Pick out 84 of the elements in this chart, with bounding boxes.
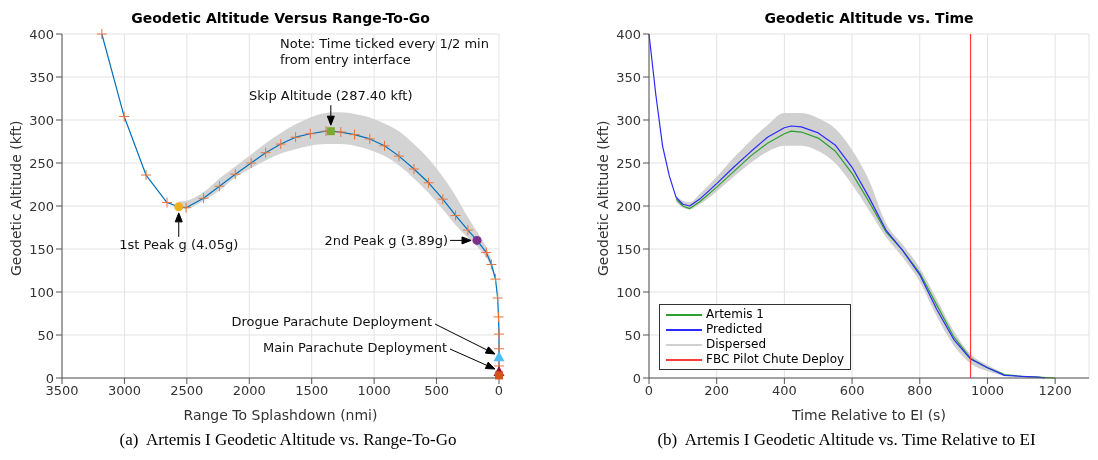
x-axis-title: Range To Splashdown (nmi) xyxy=(183,407,378,423)
point xyxy=(423,177,435,189)
x-axis-title: Time Relative to EI (s) xyxy=(791,407,946,423)
point xyxy=(290,131,302,143)
legend-label: Predicted xyxy=(706,322,763,337)
point xyxy=(490,273,501,285)
x-tick-label: 800 xyxy=(907,383,933,399)
x-tick-label: 2000 xyxy=(232,383,266,399)
point xyxy=(260,147,272,159)
point xyxy=(326,127,335,136)
point xyxy=(197,192,209,204)
y-tick-label: 200 xyxy=(29,198,54,214)
point xyxy=(96,28,108,40)
annotation: Main Parachute Deployment xyxy=(262,340,447,356)
y-tick-label: 200 xyxy=(616,198,641,214)
x-tick-label: 1000 xyxy=(357,383,391,399)
x-tick-label: 500 xyxy=(424,383,449,399)
y-tick-label: 300 xyxy=(616,112,641,128)
x-tick-label: 600 xyxy=(839,383,865,399)
y-tick-label: 50 xyxy=(37,327,54,343)
legend-label: Dispersed xyxy=(706,337,767,352)
point xyxy=(408,163,420,175)
x-tick-label: 3000 xyxy=(107,383,141,399)
point xyxy=(349,129,361,141)
point xyxy=(213,180,225,192)
point xyxy=(495,371,503,380)
point xyxy=(245,157,257,169)
x-tick-label: 1200 xyxy=(1038,383,1072,399)
point xyxy=(493,311,504,323)
y-tick-label: 350 xyxy=(616,69,641,85)
annotation: Note: Time ticked every 1/2 min from entry interface xyxy=(280,36,490,68)
point xyxy=(485,258,497,270)
point xyxy=(304,128,316,140)
point xyxy=(393,150,405,162)
point xyxy=(437,193,449,205)
legend-label: Artemis 1 xyxy=(706,307,764,322)
y-tick-label: 150 xyxy=(616,241,641,257)
y-tick-label: 400 xyxy=(29,26,54,42)
text: (a) Artemis I Geodetic Altitude vs. Range-To-Go xyxy=(118,430,458,450)
y-tick-label: 350 xyxy=(29,69,54,85)
y-tick-label: 0 xyxy=(45,370,54,386)
y-tick-label: 50 xyxy=(624,327,641,343)
legend-label: FBC Pilot Chute Deploy xyxy=(706,352,845,367)
y-tick-label: 400 xyxy=(616,26,641,42)
point xyxy=(229,168,241,180)
point xyxy=(450,209,462,221)
point xyxy=(118,111,130,123)
annotation: 2nd Peak g (3.89g) xyxy=(324,233,449,249)
x-tick-label: 200 xyxy=(704,383,730,399)
x-tick-label: 3500 xyxy=(45,383,79,399)
y-axis-title: Geodetic Altitude (kft) xyxy=(594,120,611,276)
x-tick-label: 2500 xyxy=(170,383,204,399)
x-tick-label: 400 xyxy=(771,383,797,399)
x-tick-label: 0 xyxy=(644,383,654,399)
y-tick-label: 100 xyxy=(29,284,54,300)
point xyxy=(364,133,376,145)
x-tick-label: 0 xyxy=(494,383,504,399)
point xyxy=(462,224,474,236)
chart-title: Geodetic Altitude vs. Time xyxy=(763,9,975,28)
point xyxy=(472,235,482,245)
annotation: Drogue Parachute Deployment xyxy=(231,314,432,330)
point xyxy=(493,351,505,362)
annotation: 1st Peak g (4.05g) xyxy=(119,236,239,252)
x-tick-label: 1000 xyxy=(970,383,1005,399)
y-tick-label: 300 xyxy=(29,112,54,128)
point xyxy=(335,126,347,138)
y-tick-label: 0 xyxy=(632,370,641,386)
y-axis-title: Geodetic Altitude (kft) xyxy=(7,120,24,276)
point xyxy=(161,197,173,209)
point xyxy=(275,138,287,150)
chart-title: Geodetic Altitude Versus Range-To-Go xyxy=(130,9,431,28)
point xyxy=(493,328,505,340)
annotation: Skip Altitude (287.40 kft) xyxy=(249,88,413,104)
point xyxy=(140,169,152,181)
point xyxy=(379,140,391,152)
point xyxy=(492,292,504,304)
point xyxy=(174,202,184,212)
y-tick-label: 250 xyxy=(616,155,641,171)
x-tick-label: 1500 xyxy=(295,383,329,399)
y-tick-label: 150 xyxy=(29,241,54,257)
y-tick-label: 250 xyxy=(29,155,54,171)
point xyxy=(480,246,492,258)
y-tick-label: 100 xyxy=(616,284,641,300)
text: (b) Artemis I Geodetic Altitude vs. Time Relative to EI xyxy=(656,430,1037,450)
